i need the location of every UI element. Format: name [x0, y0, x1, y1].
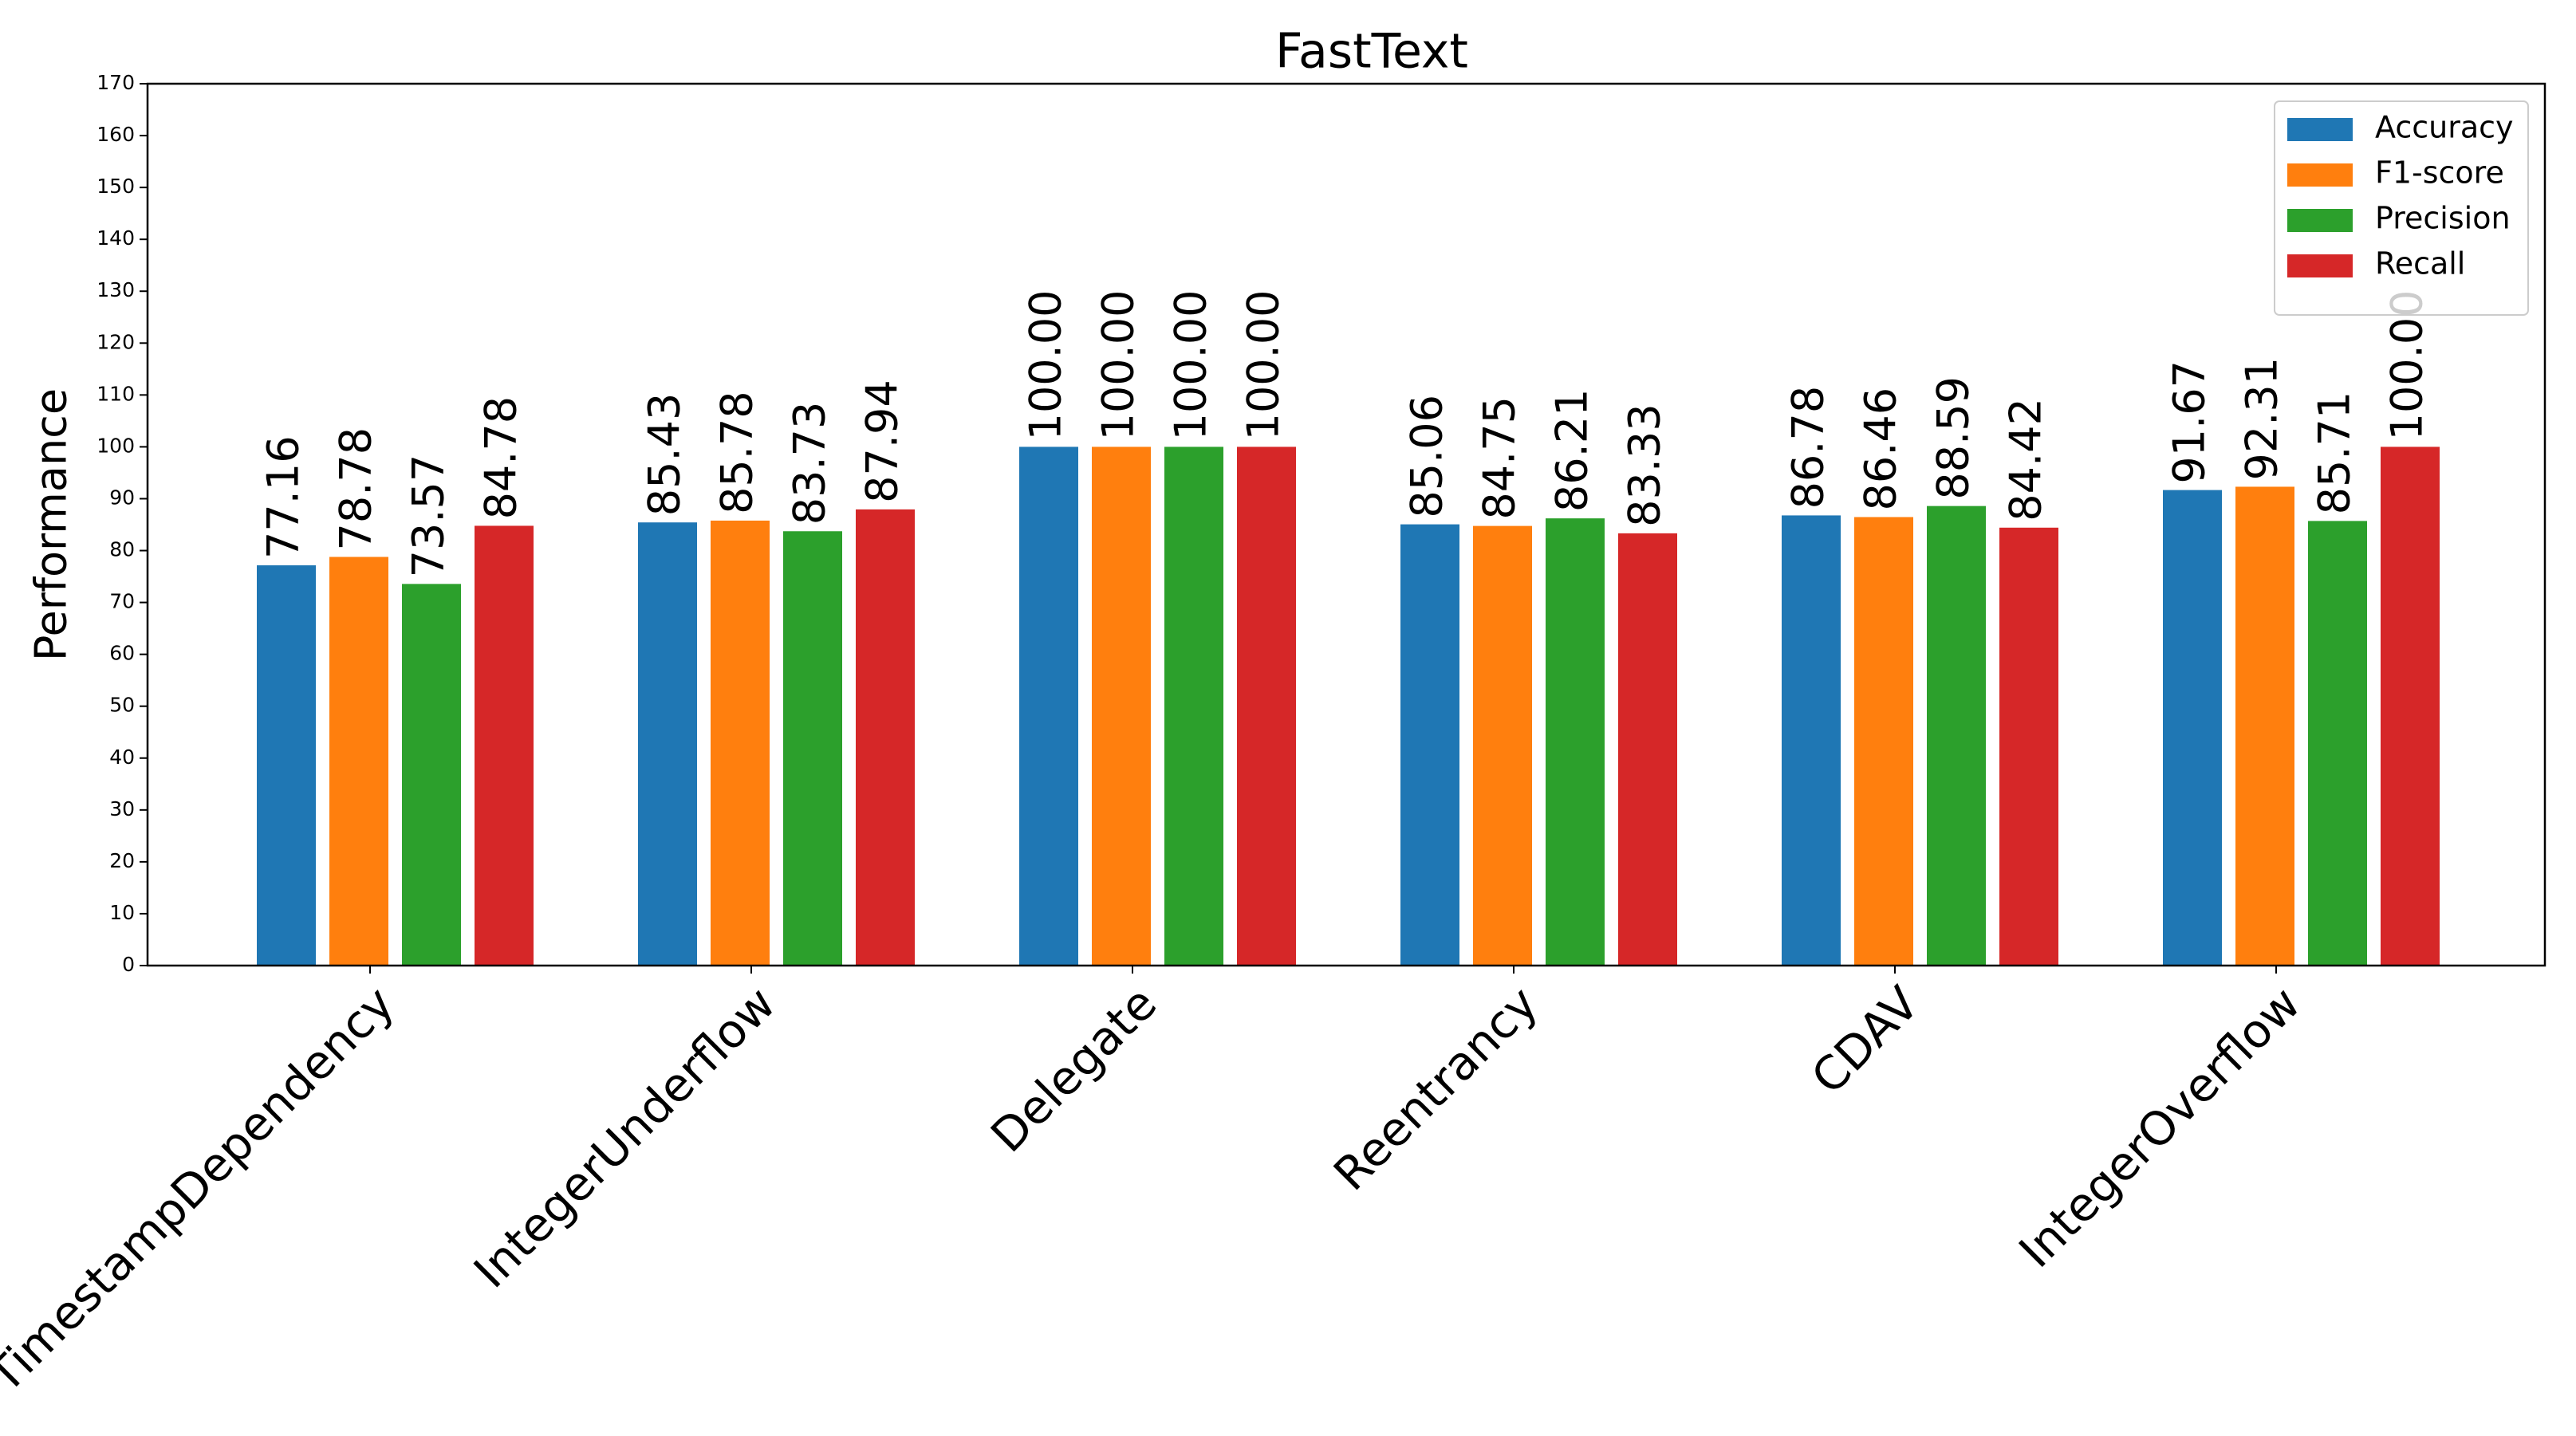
y-tick-label: 0: [122, 953, 135, 976]
value-label: 83.33: [1620, 403, 1670, 527]
value-label: 92.31: [2237, 357, 2287, 481]
y-tick-label: 30: [109, 797, 135, 820]
bar: [2308, 521, 2367, 966]
y-tick-label: 20: [109, 849, 135, 872]
value-label: 88.59: [1928, 376, 1979, 500]
value-label: 100.00: [1093, 289, 1144, 440]
y-tick-label: 140: [97, 226, 135, 250]
bar: [1999, 527, 2058, 966]
x-tick-label: IntegerOverflow: [2009, 976, 2311, 1278]
y-tick-label: 50: [109, 694, 135, 717]
bar: [2163, 490, 2222, 966]
bar: [783, 531, 842, 966]
value-label: 100.00: [1021, 289, 1071, 440]
chart-title: FastText: [1275, 24, 1468, 80]
value-label: 85.06: [1402, 395, 1452, 518]
bar: [2381, 447, 2440, 966]
y-tick-label: 80: [109, 538, 135, 561]
bar: [1164, 447, 1223, 966]
value-label: 91.67: [2164, 360, 2215, 484]
y-tick-label: 110: [97, 382, 135, 405]
bar: [1019, 447, 1078, 966]
y-tick-label: 160: [97, 123, 135, 146]
bar: [257, 565, 316, 966]
x-tick-label: IntegerUnderflow: [463, 976, 786, 1298]
bar: [856, 509, 915, 966]
y-axis-label: Performance: [26, 388, 77, 661]
value-label: 86.46: [1856, 388, 1906, 511]
bar: [1618, 533, 1677, 966]
bar: [2235, 486, 2294, 966]
value-label: 100.00: [1239, 289, 1289, 440]
legend-label: Recall: [2375, 246, 2465, 281]
legend-swatch: [2287, 163, 2353, 187]
bar: [475, 525, 534, 966]
x-tick-label: Reentrancy: [1323, 976, 1548, 1201]
bar: [1092, 447, 1151, 966]
bar: [402, 584, 461, 966]
bar: [1854, 517, 1913, 966]
y-tick-label: 130: [97, 278, 135, 301]
bar: [1546, 518, 1605, 966]
y-tick-label: 90: [109, 486, 135, 509]
y-tick-label: 40: [109, 746, 135, 769]
y-tick-label: 150: [97, 175, 135, 198]
bar: [711, 520, 770, 966]
legend-swatch: [2287, 254, 2353, 277]
bar: [1473, 525, 1532, 966]
y-tick-label: 170: [97, 71, 135, 94]
bar: [329, 557, 388, 966]
value-label: 86.78: [1783, 386, 1834, 509]
value-label: 83.73: [785, 402, 835, 525]
bar: [638, 522, 697, 966]
bar: [1237, 447, 1296, 966]
bar: [1927, 506, 1986, 966]
value-label: 86.21: [1547, 389, 1597, 513]
y-tick-label: 100: [97, 434, 135, 457]
value-label: 77.16: [258, 435, 309, 559]
legend-label: Accuracy: [2375, 110, 2514, 145]
bar: [1782, 515, 1841, 966]
legend-label: F1-score: [2375, 155, 2504, 191]
y-tick-label: 60: [109, 642, 135, 665]
value-label: 84.42: [2001, 398, 2051, 521]
value-label: 85.78: [712, 391, 762, 514]
bar: [1400, 524, 1459, 966]
value-label: 85.43: [640, 393, 690, 517]
legend-swatch: [2287, 209, 2353, 232]
value-label: 100.00: [1166, 289, 1216, 440]
value-label: 84.75: [1475, 396, 1525, 520]
value-label: 84.78: [476, 396, 526, 520]
y-tick-label: 70: [109, 590, 135, 613]
value-label: 78.78: [331, 427, 381, 551]
y-tick-label: 120: [97, 330, 135, 353]
x-tick-label: TimestampDependency: [0, 976, 404, 1403]
y-tick-label: 10: [109, 901, 135, 924]
x-tick-label: CDAV: [1801, 976, 1929, 1104]
legend-swatch: [2287, 118, 2353, 141]
legend-label: Precision: [2375, 201, 2511, 236]
value-label: 87.94: [857, 380, 908, 503]
value-label: 85.71: [2310, 391, 2360, 515]
value-label: 73.57: [404, 454, 454, 578]
x-tick-label: Delegate: [980, 976, 1167, 1163]
plot-frame: [146, 82, 2546, 967]
